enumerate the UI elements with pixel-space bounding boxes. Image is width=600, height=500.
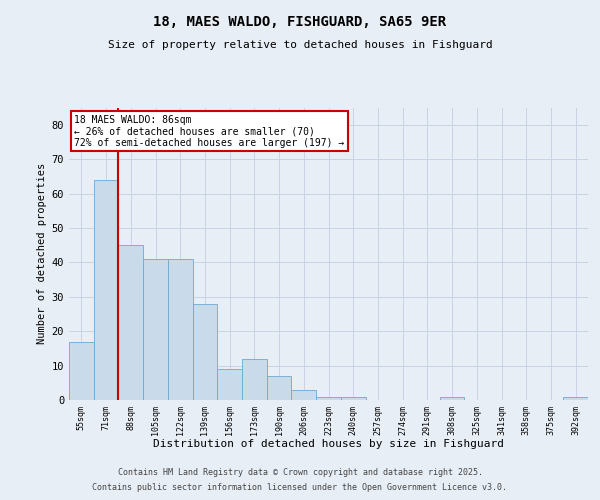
Bar	[168, 259, 193, 400]
Bar	[193, 304, 217, 400]
Bar	[316, 396, 341, 400]
Bar	[242, 358, 267, 400]
Bar	[563, 396, 588, 400]
Bar	[94, 180, 118, 400]
X-axis label: Distribution of detached houses by size in Fishguard: Distribution of detached houses by size …	[153, 439, 504, 449]
Text: Contains HM Land Registry data © Crown copyright and database right 2025.: Contains HM Land Registry data © Crown c…	[118, 468, 482, 477]
Bar	[69, 342, 94, 400]
Bar	[267, 376, 292, 400]
Bar	[217, 369, 242, 400]
Bar	[440, 396, 464, 400]
Bar	[292, 390, 316, 400]
Text: 18 MAES WALDO: 86sqm
← 26% of detached houses are smaller (70)
72% of semi-detac: 18 MAES WALDO: 86sqm ← 26% of detached h…	[74, 115, 344, 148]
Text: 18, MAES WALDO, FISHGUARD, SA65 9ER: 18, MAES WALDO, FISHGUARD, SA65 9ER	[154, 16, 446, 30]
Text: Size of property relative to detached houses in Fishguard: Size of property relative to detached ho…	[107, 40, 493, 50]
Bar	[143, 259, 168, 400]
Text: Contains public sector information licensed under the Open Government Licence v3: Contains public sector information licen…	[92, 483, 508, 492]
Bar	[118, 245, 143, 400]
Bar	[341, 396, 365, 400]
Y-axis label: Number of detached properties: Number of detached properties	[37, 163, 47, 344]
